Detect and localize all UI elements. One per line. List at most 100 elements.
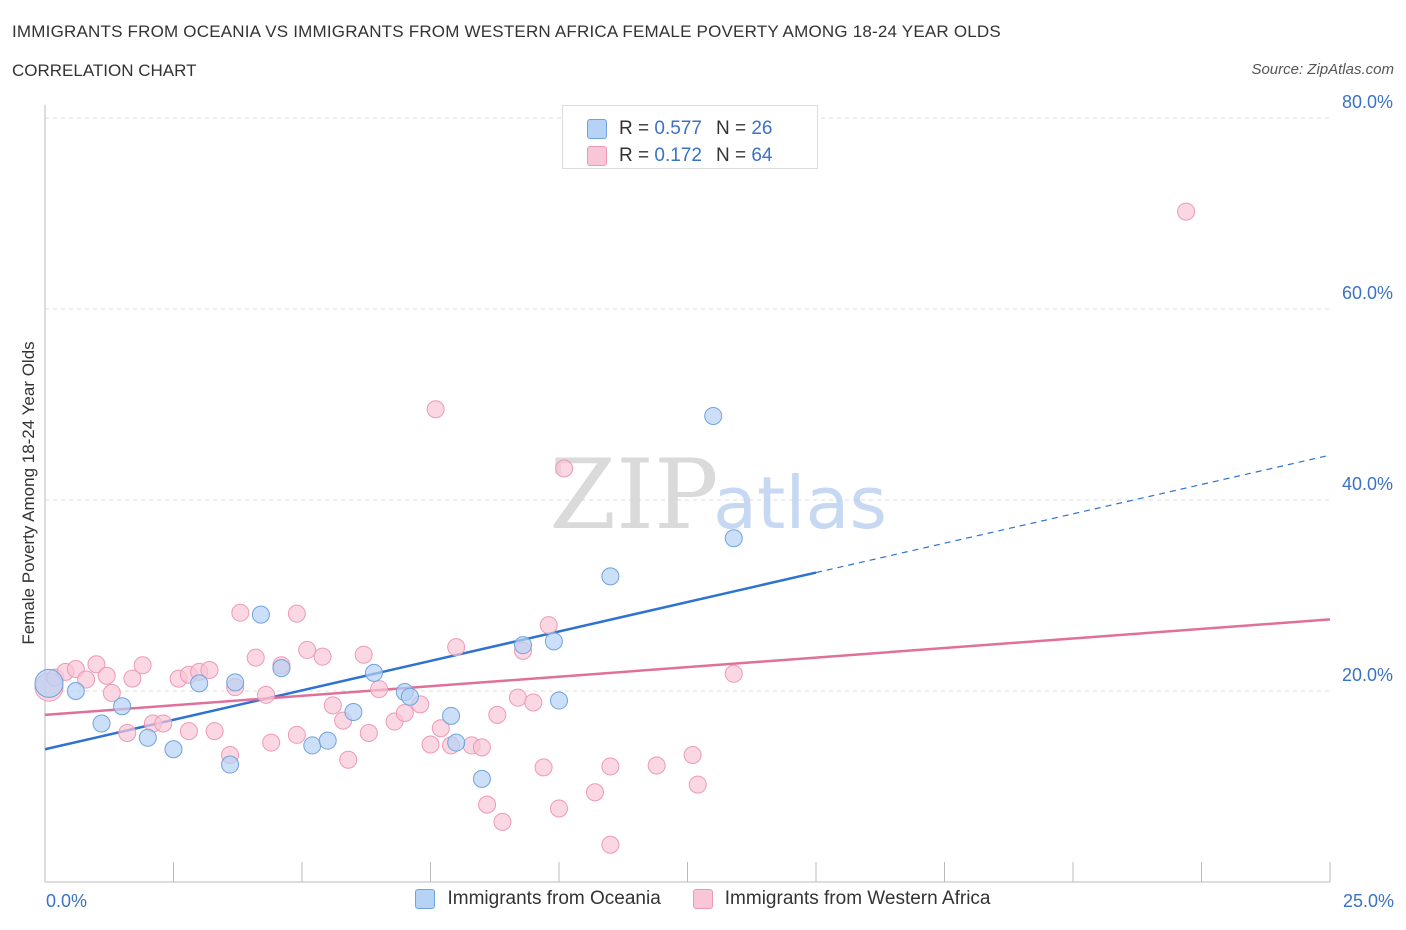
r-value-oceania: 0.577 <box>654 118 702 139</box>
point-western-africa <box>688 775 707 794</box>
point-western-africa <box>359 724 378 743</box>
point-oceania <box>272 659 291 678</box>
trend-line-western-africa <box>44 618 1331 717</box>
point-oceania <box>601 567 620 586</box>
point-western-africa <box>724 664 743 683</box>
point-oceania <box>472 769 491 788</box>
oceania-swatch <box>587 119 607 139</box>
point-oceania <box>190 674 209 693</box>
point-western-africa <box>550 799 568 818</box>
point-oceania <box>442 706 461 725</box>
point-western-africa <box>257 685 276 704</box>
point-oceania <box>303 736 322 755</box>
r-label: R = <box>619 145 650 166</box>
point-western-africa <box>555 459 574 478</box>
point-oceania <box>704 406 723 425</box>
point-western-africa <box>87 655 106 674</box>
point-western-africa <box>539 616 558 635</box>
n-label: N = <box>715 118 747 139</box>
point-oceania <box>34 668 64 698</box>
y-tick-labels: 20.0% 40.0% 60.0% 80.0% <box>1342 92 1393 685</box>
point-western-africa <box>102 683 121 702</box>
point-oceania <box>138 728 157 747</box>
legend-item-oceania[interactable]: Immigrants from Oceania <box>415 888 661 910</box>
point-oceania <box>318 731 337 750</box>
point-western-africa <box>421 735 440 754</box>
point-oceania <box>550 691 568 710</box>
watermark-atlas: atlas <box>713 461 887 545</box>
point-western-africa <box>493 812 512 831</box>
trend-line-extension-oceania <box>815 454 1331 574</box>
point-oceania <box>400 687 419 706</box>
point-western-africa <box>524 693 543 712</box>
point-western-africa <box>478 795 497 814</box>
point-oceania <box>344 703 363 722</box>
n-label: N = <box>715 145 747 166</box>
x-tick-label-max: 25.0% <box>1342 891 1394 911</box>
point-western-africa <box>179 722 198 741</box>
point-western-africa <box>287 725 306 744</box>
point-western-africa <box>118 724 137 743</box>
y-axis-label: Female Poverty Among 18-24 Year Olds <box>19 341 38 645</box>
legend-item-western-africa[interactable]: Immigrants from Western Africa <box>692 888 991 910</box>
point-western-africa <box>370 680 389 699</box>
point-western-africa <box>231 603 250 622</box>
point-western-africa <box>323 696 342 715</box>
point-western-africa <box>472 738 491 757</box>
point-western-africa <box>431 719 450 738</box>
point-oceania <box>251 605 270 624</box>
y-tick-label-60: 60.0% <box>1342 283 1393 303</box>
point-western-africa <box>647 756 666 775</box>
watermark: ZIP atlas <box>549 439 887 551</box>
point-oceania <box>724 529 743 548</box>
point-oceania <box>364 663 383 682</box>
point-western-africa <box>246 648 265 667</box>
point-western-africa <box>313 647 332 666</box>
point-oceania <box>221 755 240 774</box>
legend-label-western-africa: Immigrants from Western Africa <box>724 888 991 909</box>
stats-legend: R = 0.577 N = 26 R = 0.172 N = 64 <box>562 105 818 169</box>
point-western-africa <box>339 750 358 769</box>
point-oceania <box>226 673 245 692</box>
y-tick-label-20: 20.0% <box>1342 665 1393 685</box>
point-oceania <box>66 682 85 700</box>
stats-row-western-africa: R = 0.172 N = 64 <box>587 144 772 168</box>
point-western-africa <box>585 783 604 802</box>
watermark-zip: ZIP <box>549 439 718 551</box>
stats-row-oceania: R = 0.577 N = 26 <box>587 117 772 141</box>
point-oceania <box>544 632 563 651</box>
point-western-africa <box>354 645 373 664</box>
legend-swatch-western-africa <box>692 889 713 909</box>
point-oceania <box>92 714 111 733</box>
point-western-africa <box>123 669 142 688</box>
series-legend: Immigrants from Oceania Immigrants from … <box>0 888 1406 910</box>
legend-label-oceania: Immigrants from Oceania <box>447 888 661 909</box>
point-western-africa <box>205 722 224 741</box>
point-oceania <box>514 636 533 655</box>
point-western-africa <box>683 745 702 764</box>
western-africa-swatch <box>587 146 607 166</box>
point-western-africa <box>200 660 219 679</box>
x-tick-label-min: 0.0% <box>46 891 88 911</box>
point-western-africa <box>77 670 96 689</box>
point-western-africa <box>298 640 317 659</box>
chart-title: IMMIGRANTS FROM OCEANIA VS IMMIGRANTS FR… <box>12 22 1001 41</box>
point-western-africa <box>601 835 620 854</box>
n-value-western-africa: 64 <box>751 145 773 166</box>
point-oceania <box>164 740 183 759</box>
chart-subtitle: CORRELATION CHART <box>12 61 197 80</box>
point-western-africa <box>154 714 173 733</box>
r-label: R = <box>619 118 650 139</box>
point-western-africa <box>262 733 281 752</box>
point-western-africa <box>426 400 445 419</box>
point-oceania <box>447 733 466 752</box>
trend-line-oceania <box>44 571 817 751</box>
axes <box>44 105 1331 883</box>
point-western-africa <box>1177 202 1196 221</box>
point-western-africa <box>395 703 414 722</box>
data-points <box>34 202 1196 854</box>
point-western-africa <box>133 656 152 675</box>
point-western-africa <box>97 666 116 685</box>
y-tick-label-80: 80.0% <box>1342 92 1393 112</box>
point-western-africa <box>534 758 553 777</box>
